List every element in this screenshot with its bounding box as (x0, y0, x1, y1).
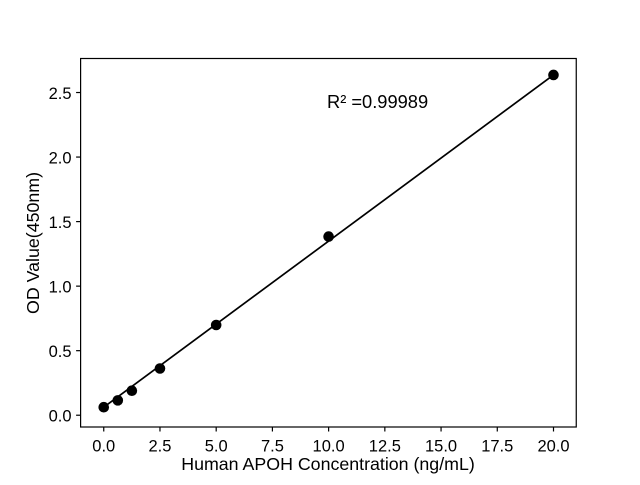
svg-text:0.5: 0.5 (49, 343, 72, 361)
svg-text:0.0: 0.0 (49, 408, 72, 426)
svg-text:0.0: 0.0 (92, 437, 115, 455)
svg-text:1.0: 1.0 (49, 279, 72, 297)
svg-text:17.5: 17.5 (481, 437, 513, 455)
svg-text:2.5: 2.5 (49, 85, 72, 103)
svg-text:20.0: 20.0 (537, 437, 569, 455)
svg-text:5.0: 5.0 (205, 437, 228, 455)
svg-text:1.5: 1.5 (49, 214, 72, 232)
svg-text:2.0: 2.0 (49, 150, 72, 168)
svg-text:12.5: 12.5 (369, 437, 401, 455)
svg-text:Human APOH Concentration (ng/m: Human APOH Concentration (ng/mL) (181, 454, 475, 474)
svg-text:7.5: 7.5 (261, 437, 284, 455)
svg-text:10.0: 10.0 (313, 437, 345, 455)
svg-text:R² =0.99989: R² =0.99989 (327, 91, 428, 112)
svg-text:2.5: 2.5 (149, 437, 172, 455)
svg-text:15.0: 15.0 (425, 437, 457, 455)
svg-text:OD Value(450nm): OD Value(450nm) (23, 172, 43, 314)
